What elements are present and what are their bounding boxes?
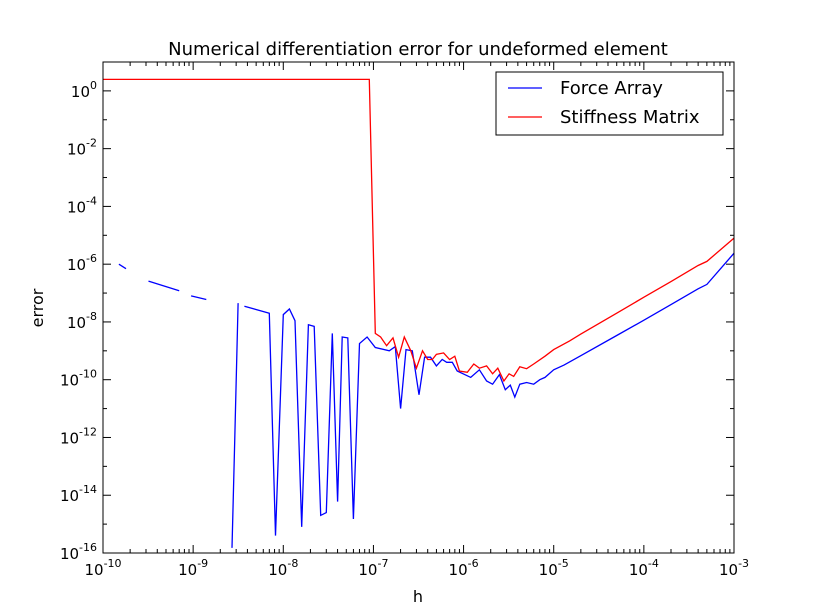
y-tick-label: 10-12 bbox=[60, 425, 97, 447]
y-tick-label: 100 bbox=[71, 79, 97, 101]
chart-title: Numerical differentiation error for unde… bbox=[168, 39, 668, 60]
series-line-force-array bbox=[148, 280, 180, 292]
legend: Force Array Stiffness Matrix bbox=[495, 71, 724, 136]
series-layer bbox=[103, 78, 734, 548]
y-tick-label: 10-2 bbox=[67, 137, 97, 159]
y-axis-label: error bbox=[28, 288, 47, 327]
x-tick-label: 10-5 bbox=[539, 557, 569, 579]
series-line-stiffness-matrix bbox=[103, 78, 734, 383]
series-line-force-array bbox=[231, 303, 239, 548]
x-tick-label: 10-6 bbox=[449, 557, 479, 579]
y-tick-label: 10-10 bbox=[60, 368, 97, 390]
series-line-force-array bbox=[190, 295, 207, 301]
x-tick-label: 10-8 bbox=[268, 557, 298, 579]
plot-frame bbox=[102, 61, 735, 554]
series-line-force-array bbox=[118, 263, 127, 270]
y-axis-ticks: 10-16 10-14 10-12 10-10 10-8 10-6 10-4 10-2 100 bbox=[60, 79, 734, 563]
x-tick-label: 10-9 bbox=[178, 557, 208, 579]
legend-label-stiffness-matrix: Stiffness Matrix bbox=[560, 107, 700, 128]
y-tick-label: 10-14 bbox=[60, 483, 97, 505]
y-tick-label: 10-16 bbox=[60, 541, 97, 563]
y-tick-label: 10-8 bbox=[67, 310, 97, 332]
x-axis-label: h bbox=[413, 587, 423, 606]
x-tick-label: 10-3 bbox=[719, 557, 749, 579]
x-tick-label: 10-4 bbox=[629, 557, 659, 579]
y-tick-label: 10-4 bbox=[67, 194, 97, 216]
y-tick-label: 10-6 bbox=[67, 252, 97, 274]
x-axis-ticks: 10-10 10-9 10-8 10-7 10-6 10-5 10-4 10-3 bbox=[84, 62, 749, 579]
plot-area: 10-10 10-9 10-8 10-7 10-6 10-5 10-4 10-3 10-161… bbox=[60, 61, 749, 579]
x-tick-label: 10-7 bbox=[358, 557, 388, 579]
legend-frame bbox=[495, 71, 724, 136]
x-tick-label: 10-10 bbox=[84, 557, 121, 579]
series-line-force-array bbox=[244, 252, 734, 536]
legend-label-force-array: Force Array bbox=[560, 78, 663, 99]
